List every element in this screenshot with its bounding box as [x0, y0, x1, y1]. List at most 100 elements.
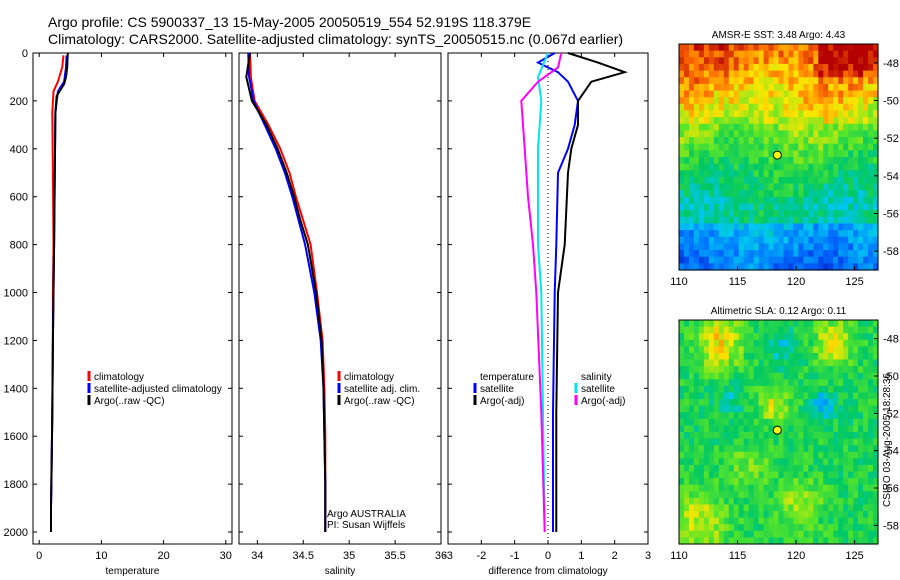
map-cell	[713, 339, 720, 347]
map-cell	[708, 63, 715, 72]
map-cell	[828, 117, 834, 125]
map-cell	[823, 157, 829, 165]
map-cell	[758, 517, 765, 525]
map-cell	[718, 385, 725, 394]
map-cell	[783, 250, 790, 258]
map-cell	[843, 372, 849, 380]
map-cell	[868, 90, 874, 98]
map-cell	[843, 471, 849, 479]
map-cell	[738, 451, 745, 459]
map-cell	[873, 432, 879, 440]
map-cell	[718, 418, 725, 427]
map-cell	[873, 57, 879, 65]
x-tick-label-temperature: 10	[95, 550, 107, 562]
map-cell	[688, 320, 695, 328]
map-cell	[713, 183, 720, 191]
map-cell	[838, 484, 844, 492]
map-cell	[838, 517, 844, 525]
map-cell	[803, 445, 809, 453]
map-cell	[823, 70, 829, 78]
map-cell	[808, 372, 814, 380]
map-cell	[703, 339, 710, 347]
map-cell	[738, 372, 745, 380]
map-cell	[833, 458, 839, 466]
map-cell	[868, 203, 874, 211]
map-cell	[683, 326, 690, 334]
map-cell	[838, 405, 844, 413]
map-cell	[818, 517, 824, 525]
map-cell	[773, 110, 780, 118]
map-cell	[843, 176, 849, 185]
map-cell	[768, 392, 775, 400]
map-cell	[873, 346, 879, 354]
map-cell	[758, 150, 765, 158]
map-cell	[783, 438, 790, 446]
map-cell	[868, 70, 874, 78]
map-cell	[679, 425, 685, 433]
map-cell	[843, 263, 849, 271]
map-cell	[853, 97, 859, 105]
map-cell	[853, 320, 859, 328]
map-cell	[828, 438, 834, 446]
map-cell	[843, 517, 849, 525]
map-cell	[868, 216, 874, 225]
map-cell	[808, 352, 814, 361]
map-cell	[728, 256, 735, 264]
map-cell	[818, 210, 824, 218]
map-cell	[803, 163, 809, 171]
map-cell	[743, 432, 750, 440]
map-cell	[793, 203, 799, 211]
map-cell	[733, 392, 740, 400]
map-cell	[698, 143, 705, 151]
map-cell	[818, 372, 824, 380]
map-cell	[698, 432, 705, 440]
map-cell	[873, 110, 879, 118]
map-cell	[858, 320, 864, 328]
map-cell	[728, 491, 735, 499]
map-cell	[723, 250, 730, 258]
map-cell	[698, 478, 705, 486]
map-cell	[788, 196, 795, 205]
map-cell	[783, 478, 790, 486]
map-cell	[743, 366, 750, 374]
map-cell	[873, 385, 879, 394]
map-cell	[828, 77, 834, 85]
map-cell	[743, 163, 750, 171]
map-cell	[738, 524, 745, 532]
map-cell	[723, 352, 730, 361]
map-cell	[863, 223, 869, 231]
map-cell	[718, 339, 725, 347]
map-cell	[853, 425, 859, 433]
map-cell	[698, 150, 705, 158]
map-cell	[823, 352, 829, 361]
map-cell	[743, 190, 750, 198]
map-cell	[853, 399, 859, 407]
map-cell	[823, 97, 829, 105]
map-cell	[853, 143, 859, 151]
map-cell	[723, 170, 730, 178]
map-cell	[679, 418, 685, 427]
map-cell	[768, 432, 775, 440]
map-cell	[808, 70, 814, 78]
map-cell	[838, 491, 844, 499]
map-cell	[708, 143, 715, 151]
x-tick-label-difference: -1	[510, 550, 520, 562]
map-cell	[688, 203, 695, 211]
x-tick-label-difference: 3	[645, 550, 651, 562]
map-cell	[723, 50, 730, 58]
map-cell	[683, 90, 690, 98]
map-cell	[698, 385, 705, 394]
map-cell	[873, 458, 879, 466]
map-cell	[843, 392, 849, 400]
map-cell	[703, 170, 710, 178]
map-cell	[868, 385, 874, 394]
map-cell	[838, 190, 844, 198]
map-cell	[688, 379, 695, 387]
map-cell	[788, 517, 795, 525]
map-cell	[788, 57, 795, 65]
map-cell	[858, 183, 864, 191]
map-cell	[753, 236, 760, 245]
map-cell	[679, 70, 685, 78]
map-cell	[703, 210, 710, 218]
map-cell	[848, 425, 854, 433]
